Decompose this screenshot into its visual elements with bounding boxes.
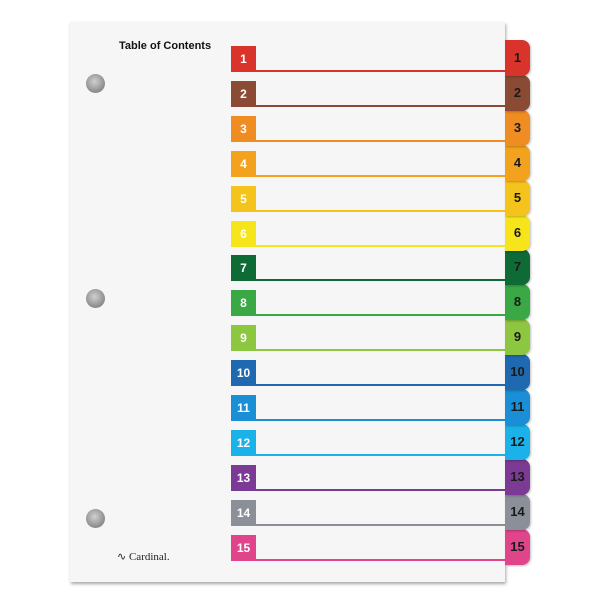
toc-entry[interactable]: 9	[231, 325, 506, 352]
entry-number: 3	[231, 115, 256, 142]
entry-line[interactable]	[256, 349, 506, 352]
entry-number: 10	[231, 360, 256, 387]
toc-entry[interactable]: 1	[231, 46, 506, 72]
entry-line[interactable]	[256, 523, 506, 526]
entry-line[interactable]	[256, 558, 506, 561]
index-tab[interactable]: 6	[505, 214, 530, 251]
punch-hole-icon	[86, 509, 105, 528]
entry-line[interactable]	[256, 314, 506, 317]
punch-hole-icon	[86, 289, 105, 308]
toc-entry[interactable]: 2	[231, 80, 506, 107]
entry-number: 8	[231, 290, 256, 317]
brand-logo: ∿ Cardinal.	[117, 550, 170, 563]
bird-icon: ∿	[117, 551, 127, 563]
index-tab[interactable]: 10	[505, 354, 530, 391]
entry-line[interactable]	[256, 139, 506, 142]
index-tab[interactable]: 14	[505, 493, 530, 530]
entry-line[interactable]	[256, 279, 506, 282]
entry-line[interactable]	[256, 70, 506, 72]
toc-entry[interactable]: 12	[231, 429, 506, 456]
entry-number: 7	[231, 255, 256, 282]
entry-line[interactable]	[256, 209, 506, 212]
index-tab[interactable]: 9	[505, 319, 530, 356]
toc-entry[interactable]: 6	[231, 220, 506, 247]
toc-entry[interactable]: 11	[231, 395, 506, 421]
index-tab[interactable]: 4	[505, 144, 530, 181]
toc-entry[interactable]: 7	[231, 255, 506, 282]
brand-name: Cardinal.	[128, 551, 170, 563]
entry-number: 2	[231, 80, 256, 107]
entry-number: 6	[231, 220, 256, 247]
toc-entry[interactable]: 10	[231, 360, 506, 387]
index-tab[interactable]: 3	[505, 109, 530, 146]
toc-entry[interactable]: 5	[231, 185, 506, 212]
index-tab[interactable]: 13	[505, 458, 530, 495]
index-tab[interactable]: 12	[505, 423, 530, 460]
index-tab[interactable]: 1	[505, 40, 530, 76]
entry-number: 12	[231, 429, 256, 456]
entry-number: 11	[231, 395, 256, 421]
entry-line[interactable]	[256, 104, 506, 107]
index-tab[interactable]: 7	[505, 249, 530, 286]
punch-hole-icon	[86, 74, 105, 93]
entry-line[interactable]	[256, 174, 506, 177]
toc-entry[interactable]: 14	[231, 499, 506, 526]
index-tab[interactable]: 2	[505, 74, 530, 111]
entry-line[interactable]	[256, 488, 506, 491]
toc-entry[interactable]: 13	[231, 464, 506, 491]
divider-page	[70, 22, 505, 582]
entry-number: 4	[231, 150, 256, 177]
entry-number: 13	[231, 464, 256, 491]
index-tab[interactable]: 8	[505, 284, 530, 321]
entry-line[interactable]	[256, 453, 506, 456]
toc-entry[interactable]: 4	[231, 150, 506, 177]
index-tab[interactable]: 5	[505, 179, 530, 216]
toc-entry[interactable]: 8	[231, 290, 506, 317]
entry-line[interactable]	[256, 244, 506, 247]
entry-number: 5	[231, 185, 256, 212]
entry-line[interactable]	[256, 419, 506, 421]
entry-line[interactable]	[256, 384, 506, 387]
page-title: Table of Contents	[119, 40, 212, 52]
toc-entry[interactable]: 3	[231, 115, 506, 142]
entry-number: 9	[231, 325, 256, 352]
entry-number: 1	[231, 46, 256, 72]
entry-number: 15	[231, 534, 256, 561]
index-tab[interactable]: 15	[505, 528, 530, 565]
entry-number: 14	[231, 499, 256, 526]
index-tab[interactable]: 11	[505, 389, 530, 425]
toc-entry[interactable]: 15	[231, 534, 506, 561]
